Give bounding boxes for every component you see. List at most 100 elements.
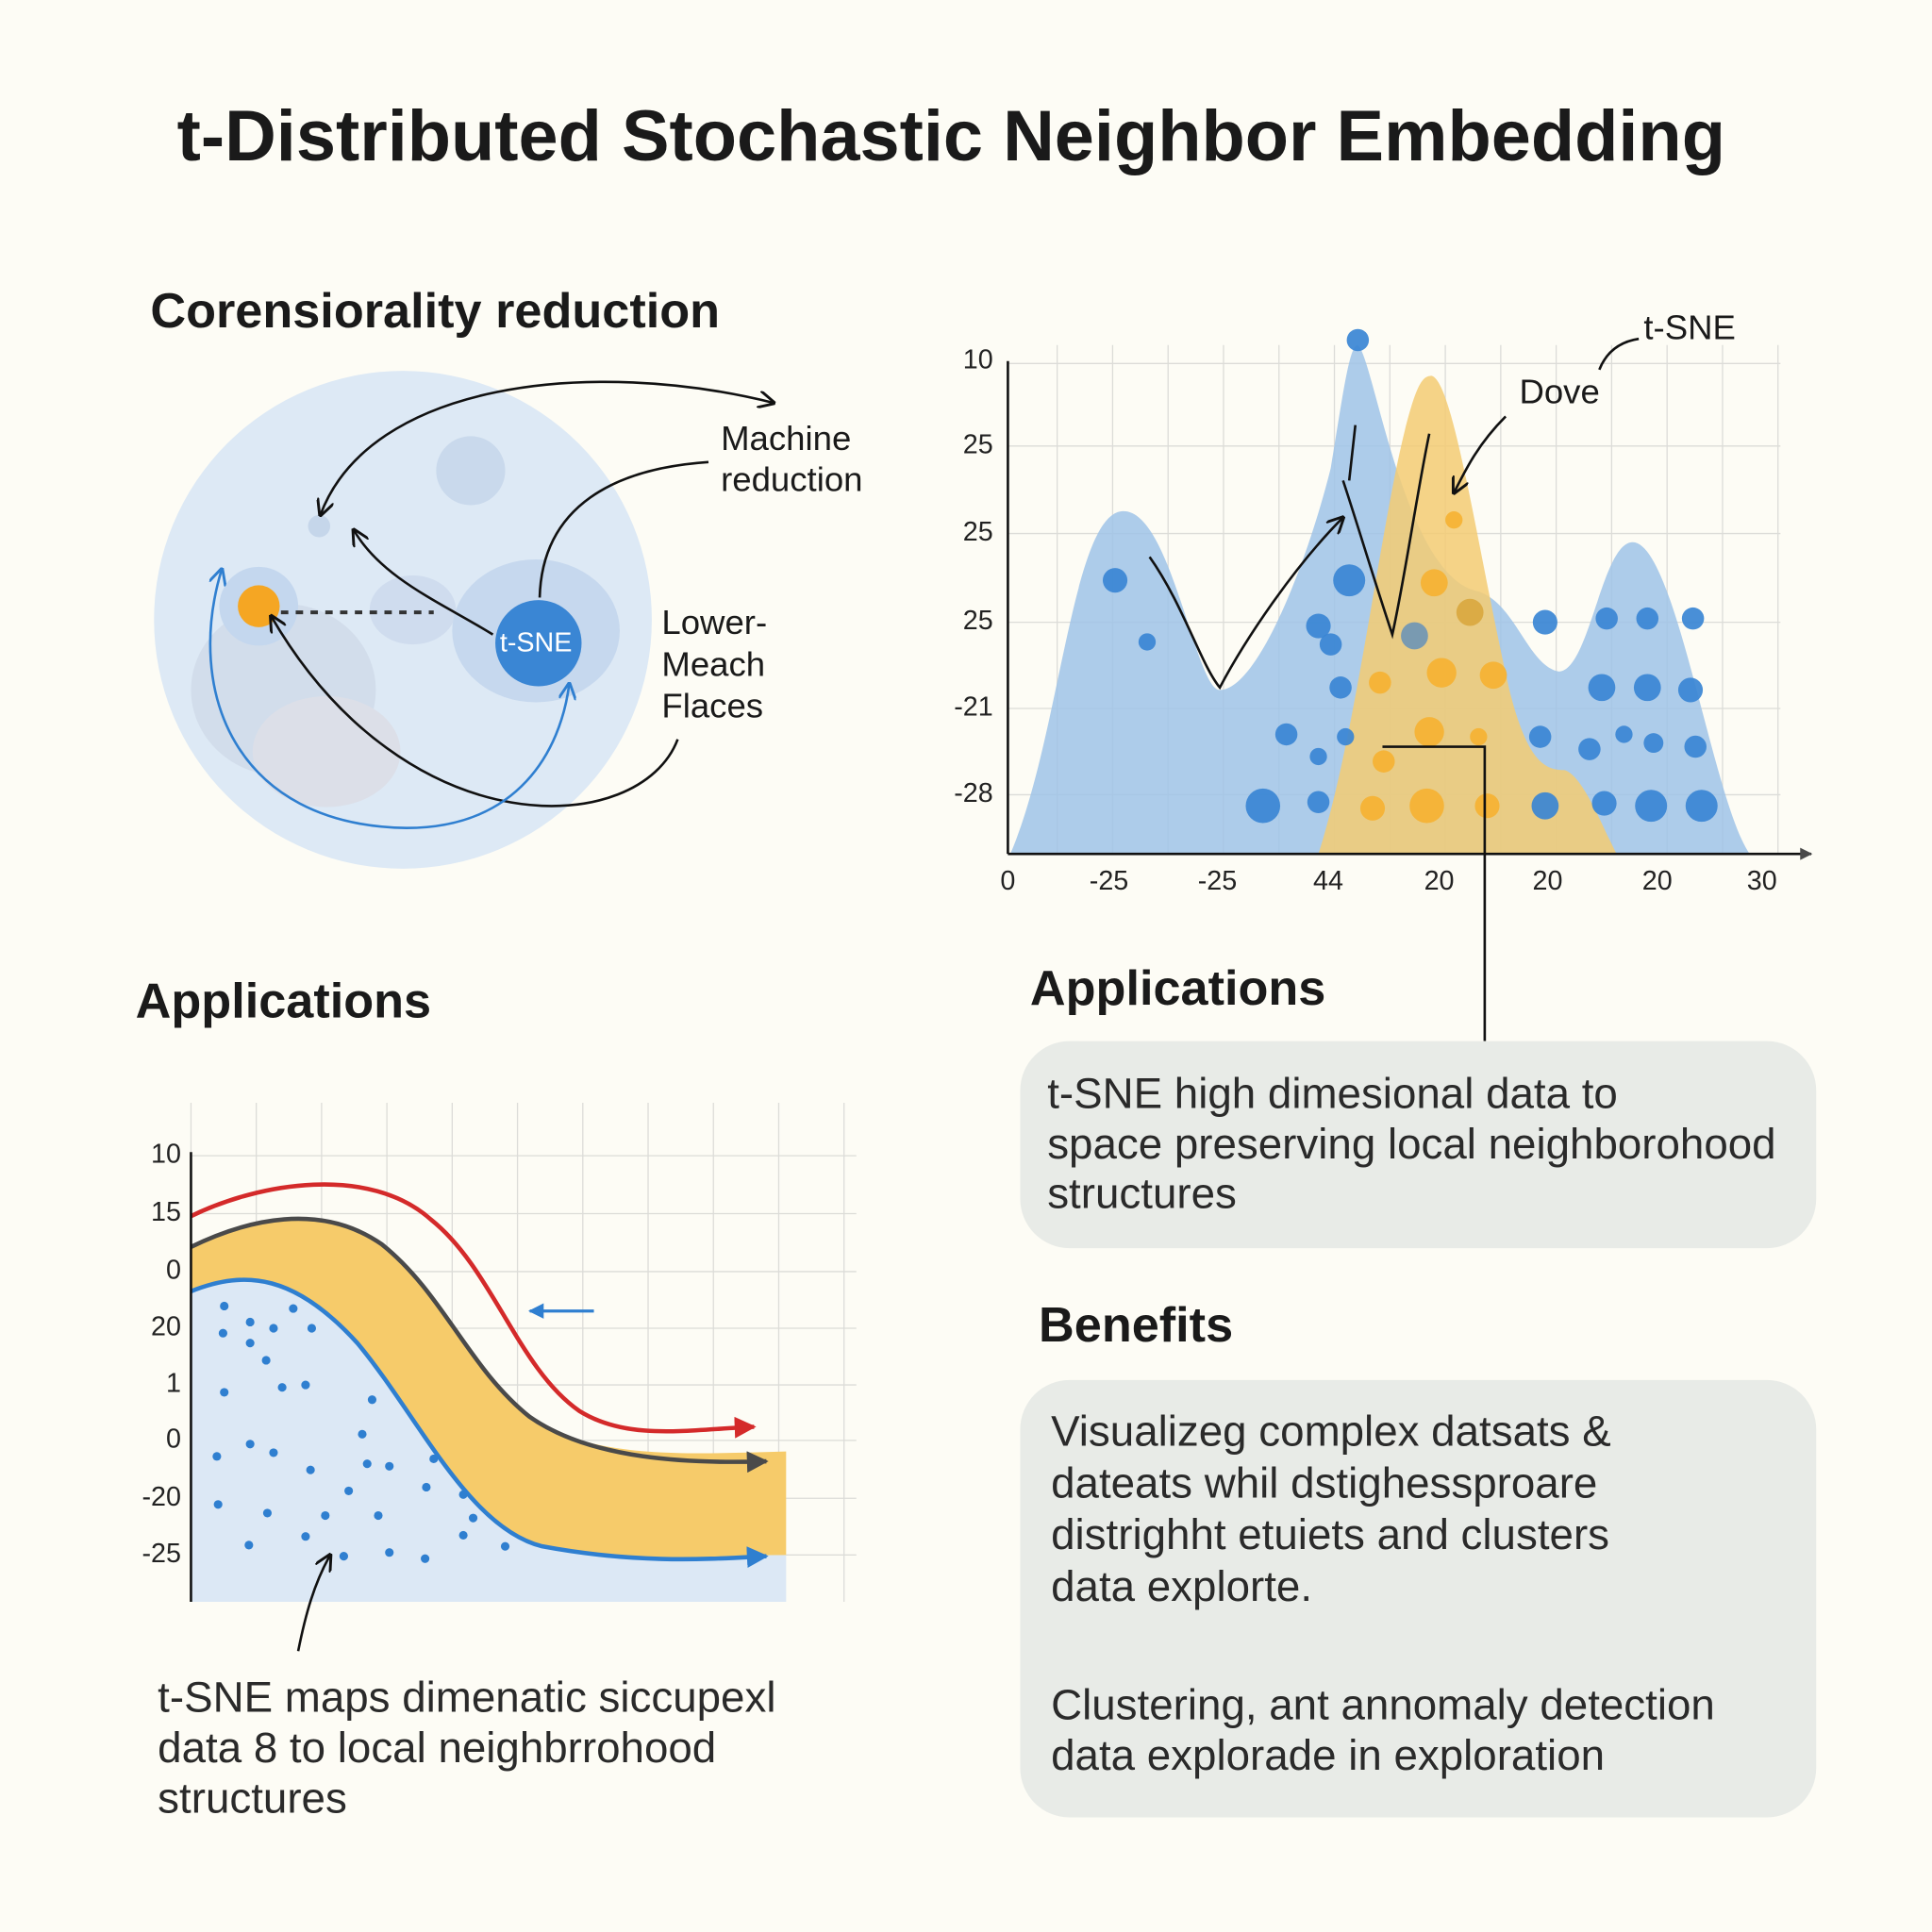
benefits-text: dateats whil dstighessproare <box>1051 1458 1597 1507</box>
dot <box>1274 723 1298 746</box>
dot <box>218 1328 227 1338</box>
dot <box>1684 735 1707 758</box>
x-tick-label: 20 <box>1533 866 1563 896</box>
benefits-box <box>1020 1379 1817 1818</box>
dot <box>500 1541 510 1551</box>
dot <box>1474 793 1500 819</box>
benefits-text: data explorte. <box>1051 1562 1312 1610</box>
dot <box>422 1482 431 1492</box>
x-tick-label: 44 <box>1313 866 1343 896</box>
label-right: Flaces <box>661 687 763 725</box>
benefits-text: distrighht etuiets and clusters <box>1051 1510 1609 1558</box>
dot <box>1420 569 1448 597</box>
dot <box>1681 607 1705 630</box>
dot <box>1373 750 1395 773</box>
label-right: Meach <box>661 644 765 683</box>
dot <box>245 1317 255 1327</box>
dot <box>1677 677 1704 703</box>
dot <box>1369 671 1391 694</box>
diagram-heading: Corensiorality reduction <box>150 284 720 339</box>
curves <box>190 1152 769 1652</box>
dot <box>385 1548 394 1557</box>
dot <box>1445 511 1463 529</box>
dot <box>1337 727 1355 746</box>
dot <box>358 1429 367 1439</box>
applications-text: structures <box>1047 1169 1237 1217</box>
x-tick-label: -25 <box>1090 866 1129 896</box>
plot-arrows <box>1007 337 1813 1041</box>
applications-box <box>1020 1041 1817 1249</box>
y-tick-label: 25 <box>963 517 993 547</box>
x-tick-label: 0 <box>1000 866 1015 896</box>
y-tick-label: 0 <box>166 1256 181 1286</box>
dot <box>1528 725 1552 748</box>
dot <box>1138 633 1157 651</box>
y-tick-label: -25 <box>142 1539 181 1569</box>
dot <box>374 1510 383 1521</box>
benefits-text: Visualizeg complex datsats & <box>1051 1407 1611 1455</box>
dot <box>220 1388 229 1397</box>
dot <box>220 1301 229 1311</box>
plot-ticks: 10 25 25 25 -21 -28 0 -25 -25 44 20 20 20 30 <box>954 344 1777 895</box>
dot <box>385 1461 394 1471</box>
dot <box>1685 790 1718 823</box>
dot <box>1319 633 1342 656</box>
dot <box>1578 738 1601 760</box>
x-tick-label: 30 <box>1747 866 1777 896</box>
dot <box>1401 622 1428 650</box>
dot <box>301 1532 310 1541</box>
applications-text: t-SNE high dimesional data to <box>1047 1070 1618 1118</box>
sphere <box>154 371 652 869</box>
dot <box>1309 747 1327 766</box>
label-top: reduction <box>721 459 862 498</box>
applications-heading: Applications <box>1030 961 1325 1016</box>
dot <box>1615 725 1633 743</box>
diagram-arrows <box>210 380 774 830</box>
applications-text: space preserving local neighborohood <box>1047 1120 1775 1168</box>
dot <box>321 1510 330 1521</box>
yellow-band <box>191 1218 787 1558</box>
y-tick-label: 10 <box>963 344 993 375</box>
y-tick-label: 15 <box>151 1197 181 1227</box>
dot <box>1414 717 1444 747</box>
y-tick-label: -20 <box>142 1482 181 1512</box>
dot <box>362 1459 372 1469</box>
dot <box>367 1395 377 1405</box>
y-tick-label: -21 <box>954 692 993 723</box>
x-tick-label: -25 <box>1198 866 1238 896</box>
dot <box>1595 607 1618 630</box>
x-tick-label: 20 <box>1424 866 1455 896</box>
benefits-text: Clustering, ant annomaly detection <box>1051 1680 1715 1728</box>
dot <box>1409 788 1444 824</box>
dot <box>1636 607 1659 630</box>
dot <box>244 1541 254 1550</box>
y-tick-label: 1 <box>166 1369 181 1399</box>
dot <box>344 1486 354 1495</box>
dot <box>306 1465 315 1474</box>
y-tick-label: 25 <box>963 606 993 636</box>
dot <box>1588 674 1616 702</box>
dot <box>1633 674 1661 702</box>
center-label: t-SNE <box>500 628 573 658</box>
title: t-Distributed Stochastic Neighbor Embedd… <box>177 96 1725 176</box>
x-tick-label: 20 <box>1642 866 1673 896</box>
annotation: Dove <box>1519 373 1599 411</box>
dot <box>468 1513 478 1523</box>
dot <box>421 1554 430 1563</box>
caption: t-SNE maps dimenatic siccupexl <box>158 1674 775 1722</box>
dot <box>245 1339 255 1348</box>
blue-region <box>191 1279 787 1602</box>
dot <box>212 1452 222 1461</box>
dot <box>1102 568 1128 593</box>
y-tick-label: 20 <box>151 1312 181 1342</box>
dot <box>1479 661 1507 690</box>
dot <box>289 1304 298 1313</box>
dot <box>245 1440 255 1449</box>
applications-heading: Applications <box>136 974 431 1028</box>
dot <box>1426 658 1457 688</box>
annotation: t-SNE <box>1643 308 1736 347</box>
y-tick-label: 0 <box>166 1424 181 1454</box>
